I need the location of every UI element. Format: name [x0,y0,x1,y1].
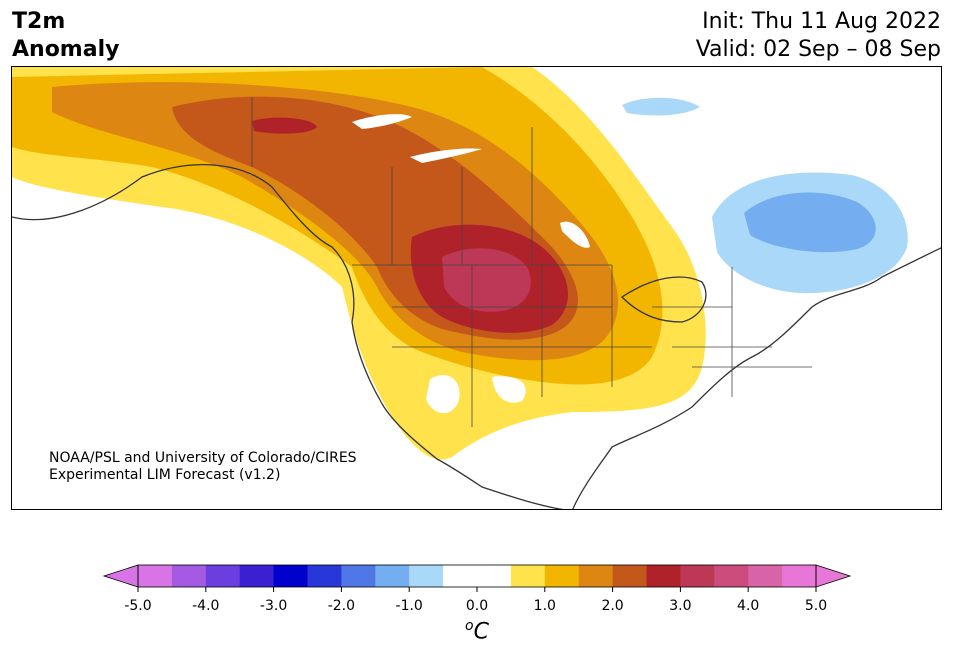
colorbar-cell [510,565,546,587]
colorbar-tick-label: 0.0 [465,598,489,614]
coastlines [12,164,941,509]
unit-celsius: C [473,619,489,645]
great-bear-lake [352,114,412,129]
colorbar-tick-label: 2.0 [601,598,624,614]
map-canvas [12,67,941,509]
anomaly-zone-minus1p0-quebec [744,192,876,253]
colorbar-cell [544,565,580,587]
map-title: T2m Anomaly [12,8,119,64]
colorbar-cell [612,565,647,587]
colorbar-cell [273,565,308,587]
colorbar-under-arrow [102,564,139,588]
colorbar-tick-label: -4.0 [192,598,220,614]
colorbar-cell [307,565,342,587]
colorbar-cell [239,565,275,587]
colorbar-tick-label: -1.0 [395,598,423,614]
credit-text: NOAA/PSL and University of Colorado/CIRE… [49,450,357,484]
colorbar-over-arrow [815,564,852,588]
anomaly-map [11,66,942,510]
map-title-line2: Anomaly [12,37,120,62]
colorbar-cell [748,565,783,587]
colorbar-cell [341,565,376,587]
colorbar-tick-label: 3.0 [669,598,692,614]
init-date: Init: Thu 11 Aug 2022 [702,9,941,34]
forecast-dates: Init: Thu 11 Aug 2022 Valid: 02 Sep – 08… [696,8,941,64]
anomaly-zone-2p5-north [252,117,317,134]
colorbar-tick-label: 5.0 [804,598,828,614]
credit-line2: Experimental LIM Forecast (v1.2) [49,467,281,483]
colorbar-cell [409,565,444,587]
colorbar-cell [171,565,207,587]
colorbar-cell [443,565,478,587]
map-title-line1: T2m [12,9,66,34]
anomaly-zone-0p0-baja [492,376,526,403]
colorbar-cell [578,565,614,587]
colorbar-cell [375,565,410,587]
colorbar-cell [205,565,241,587]
credit-line1: NOAA/PSL and University of Colorado/CIRE… [49,450,357,466]
anomaly-zone-0p0-southwest [426,375,460,414]
colorbar-cell [138,565,173,587]
valid-date: Valid: 02 Sep – 08 Sep [695,37,941,62]
colorbar-tick-label: 1.0 [533,598,556,614]
colorbar-cell [680,565,715,587]
colorbar-tick-label: 4.0 [737,598,760,614]
political-borders [251,97,812,427]
colorbar-tick-label: -2.0 [327,598,356,614]
colorbar-cell [714,565,749,587]
anomaly-zone-3p0 [442,248,531,312]
colorbar-cell [646,565,681,587]
colorbar-cell [782,565,817,587]
unit-degree: o [465,618,474,634]
lake-winnipeg [560,221,590,248]
anomaly-zone-minus0p5-baffin [622,97,700,116]
great-slave-lake [410,148,482,163]
colorbar-cell [477,565,512,587]
colorbar-unit: oC [455,618,499,644]
colorbar-tick-label: -5.0 [124,598,152,614]
colorbar-tick-label: -3.0 [259,598,288,614]
